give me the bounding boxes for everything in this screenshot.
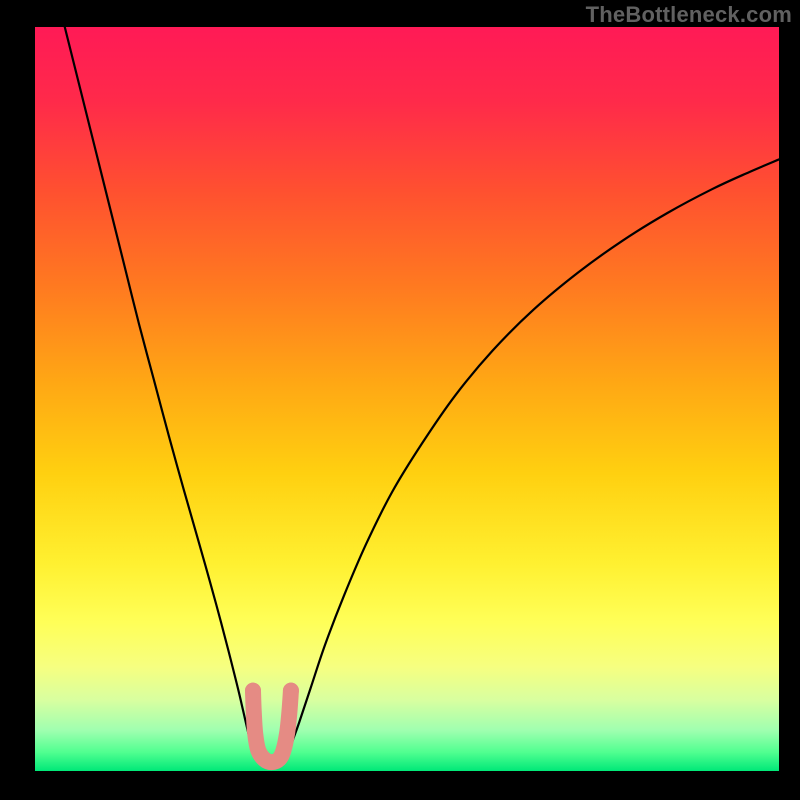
plot-gradient-background	[35, 27, 779, 771]
bottleneck-chart	[0, 0, 800, 800]
optimal-range-endpoint-left	[245, 683, 261, 699]
optimal-range-endpoint-right	[283, 683, 299, 699]
watermark-text: TheBottleneck.com	[586, 2, 792, 28]
